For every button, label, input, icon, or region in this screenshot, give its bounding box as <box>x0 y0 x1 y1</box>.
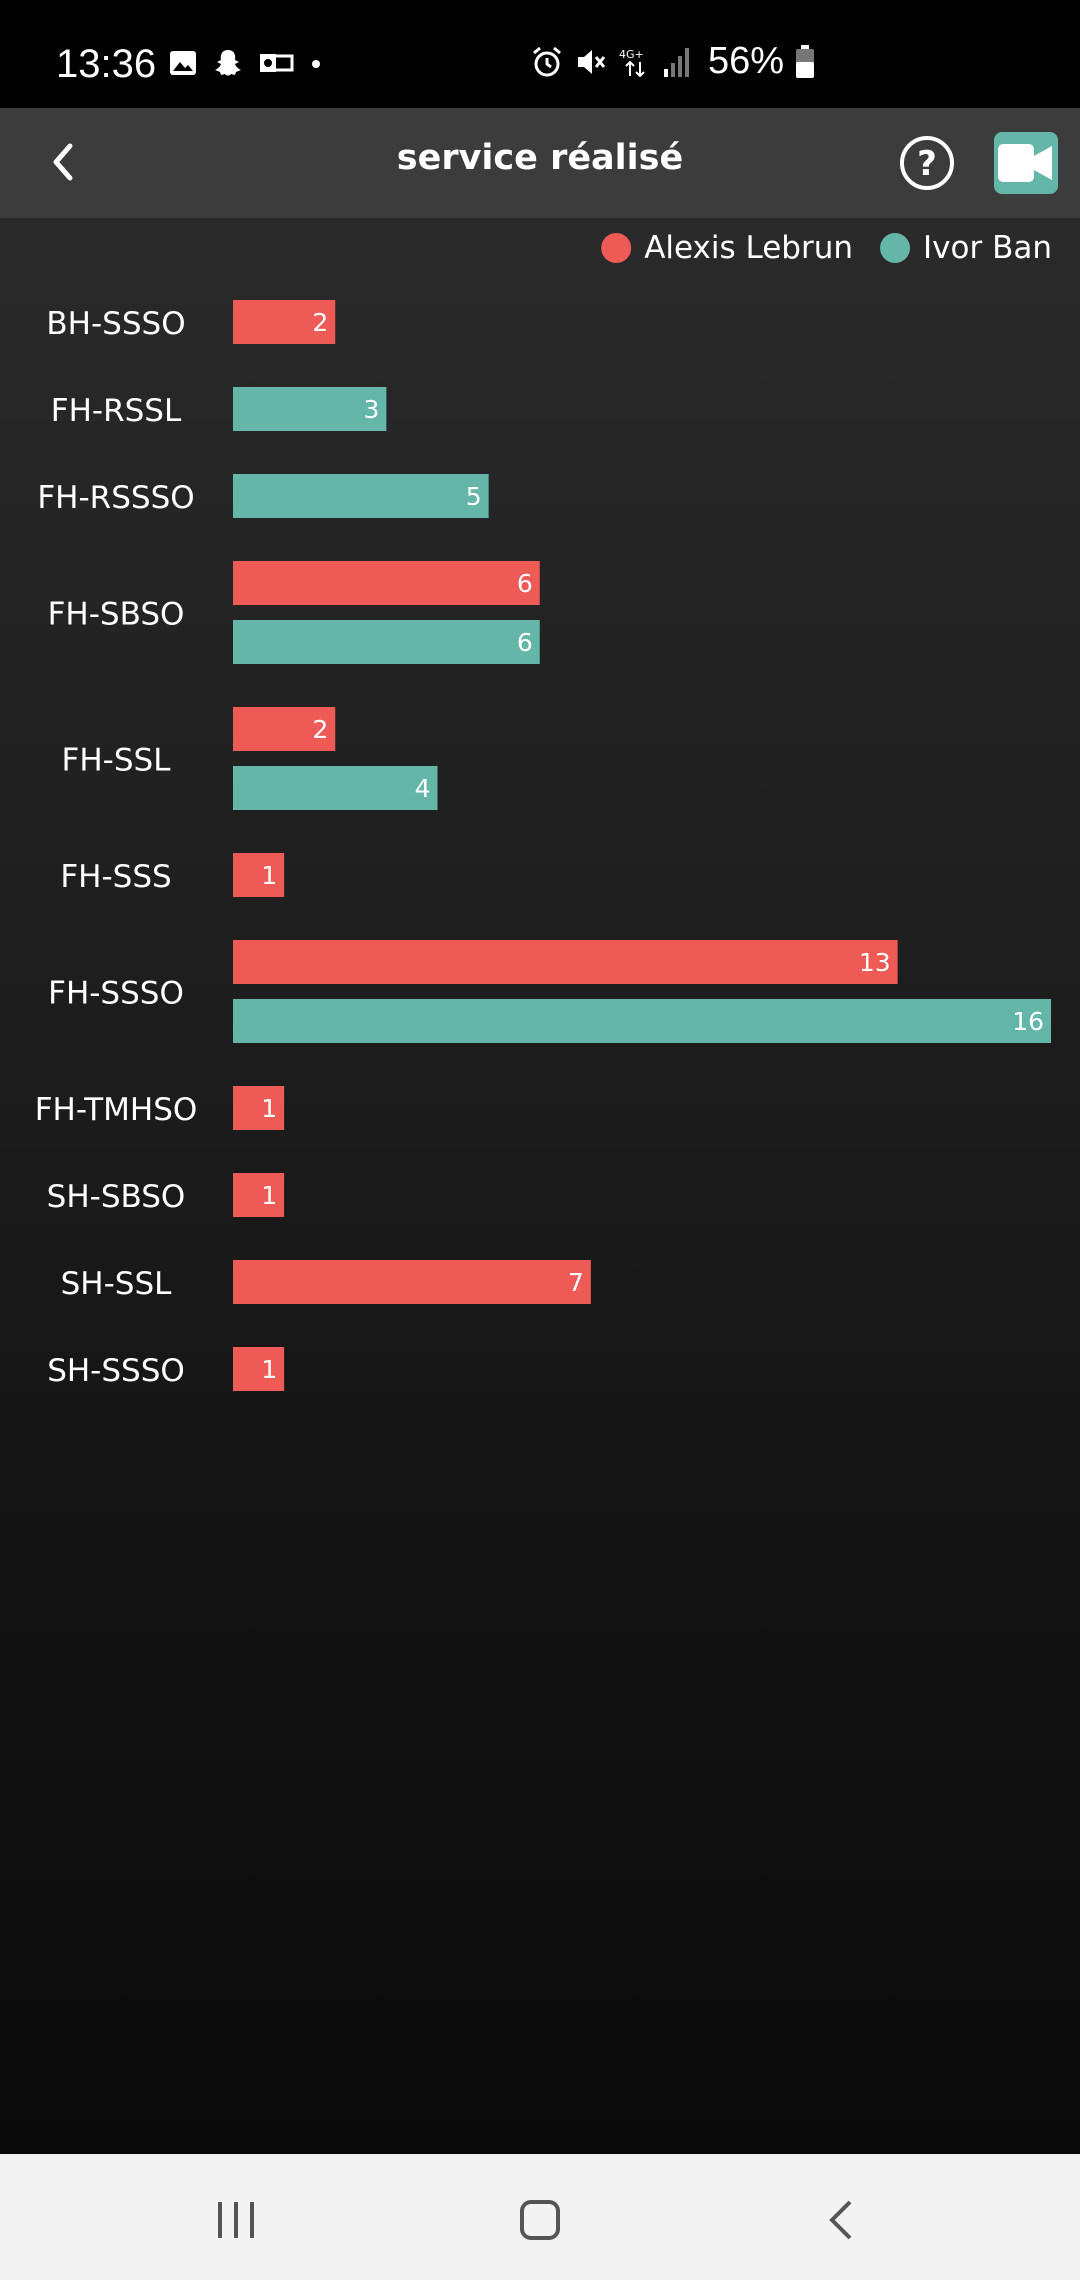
bar-fh-ssl-series-1 <box>233 766 438 810</box>
home-button[interactable] <box>510 2190 570 2250</box>
signal-icon <box>664 47 689 77</box>
system-back-button[interactable] <box>812 2190 872 2250</box>
chevron-left-icon <box>53 143 73 181</box>
chart-area: Ivor Ban Alexis Lebrun 2 BH-SSSO 3 FH-RSSL 5 FH… <box>0 218 1080 2154</box>
back-icon <box>829 2200 852 2240</box>
bar-fh-sbso-series-1 <box>233 620 540 664</box>
bar-fh-ssso-series-1 <box>233 999 1051 1043</box>
snapchat-icon <box>215 50 241 76</box>
alarm-icon <box>533 46 561 76</box>
bar-fh-rssl-series-1 <box>233 387 387 431</box>
dot-icon <box>312 60 320 68</box>
gallery-icon <box>170 51 196 75</box>
video-camera-icon <box>998 144 1052 182</box>
legend-label: Ivor Ban <box>923 230 1052 266</box>
bar-bh-ssso-series-0 <box>233 300 336 344</box>
legend-swatch <box>601 233 632 263</box>
recent-apps-button[interactable] <box>206 2190 266 2250</box>
bar-value-label: 3 <box>363 395 379 424</box>
bar-value-label: 1 <box>261 1355 277 1384</box>
app-bar: service réalisé ? <box>0 108 1080 218</box>
bar-value-label: 2 <box>312 308 328 337</box>
bar-fh-tmhso-series-0 <box>233 1086 285 1130</box>
bar-sh-sbso-series-0 <box>233 1173 285 1217</box>
bar-value-label: 1 <box>261 861 277 890</box>
bar-value-label: 7 <box>568 1268 584 1297</box>
category-label-fh-rssl: FH-RSSL <box>51 393 182 429</box>
mute-icon <box>578 49 606 74</box>
category-label-bh-ssso: BH-SSSO <box>46 306 185 342</box>
bar-sh-ssso-series-0 <box>233 1347 285 1391</box>
notification-icons <box>168 48 324 78</box>
bar-fh-ssso-series-0 <box>233 940 898 984</box>
legend-swatch <box>880 233 911 263</box>
bar-fh-sss-series-0 <box>233 853 285 897</box>
battery-icon <box>796 44 815 78</box>
category-label-fh-sss: FH-SSS <box>60 859 171 895</box>
category-label-sh-ssl: SH-SSL <box>61 1266 173 1302</box>
category-label-fh-rssso: FH-RSSSO <box>37 480 194 516</box>
home-icon <box>520 2200 560 2240</box>
bar-value-label: 6 <box>517 569 533 598</box>
network-4g-icon: 4G+ <box>619 48 645 77</box>
help-button[interactable]: ? <box>898 134 956 192</box>
legend-label: Alexis Lebrun <box>644 230 853 266</box>
bar-value-label: 4 <box>415 774 431 803</box>
back-button[interactable] <box>34 132 94 192</box>
category-label-sh-ssso: SH-SSSO <box>47 1353 185 1389</box>
category-label-fh-ssl: FH-SSL <box>62 743 172 779</box>
category-label-fh-tmhso: FH-TMHSO <box>35 1092 198 1128</box>
outlook-icon <box>260 54 294 72</box>
bar-value-label: 16 <box>1012 1007 1044 1036</box>
system-status-icons: 4G+ 56% <box>530 40 816 83</box>
bar-chart: Ivor Ban Alexis Lebrun 2 BH-SSSO 3 FH-RSSL 5 FH… <box>35 230 1052 1391</box>
bar-sh-ssl-series-0 <box>233 1260 591 1304</box>
status-bar: 13:36 4G+ <box>0 0 1080 108</box>
help-icon: ? <box>917 144 937 184</box>
bar-value-label: 1 <box>261 1181 277 1210</box>
bar-fh-ssl-series-0 <box>233 707 336 751</box>
bar-value-label: 6 <box>517 628 533 657</box>
bar-value-label: 2 <box>312 715 328 744</box>
status-time: 13:36 <box>56 42 157 86</box>
category-label-fh-ssso: FH-SSSO <box>48 976 184 1012</box>
category-label-fh-sbso: FH-SBSO <box>48 597 185 633</box>
bar-value-label: 1 <box>261 1094 277 1123</box>
bar-fh-sbso-series-0 <box>233 561 540 605</box>
video-button[interactable] <box>994 132 1058 194</box>
category-label-sh-sbso: SH-SBSO <box>47 1179 186 1215</box>
bar-value-label: 13 <box>859 948 891 977</box>
recent-apps-icon <box>218 2202 254 2238</box>
page-title: service réalisé <box>396 138 684 178</box>
bar-fh-rssso-series-1 <box>233 474 489 518</box>
bar-value-label: 5 <box>466 482 482 511</box>
svg-text:4G+: 4G+ <box>619 48 644 61</box>
battery-percentage: 56% <box>708 40 785 82</box>
navigation-bar <box>0 2154 1080 2280</box>
